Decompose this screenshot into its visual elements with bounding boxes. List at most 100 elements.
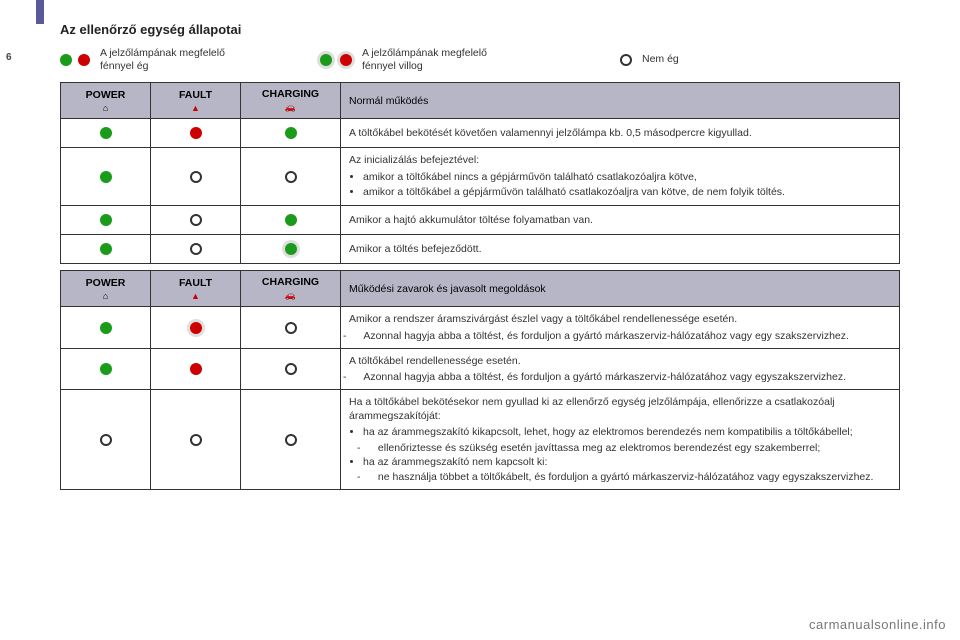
legend-steady-green-dot [60, 54, 72, 66]
th-fault: FAULT ▲ [151, 83, 241, 119]
th-power-label: POWER [86, 277, 126, 289]
table-row: Az inicializálás befejeztével: amikor a t… [61, 148, 900, 206]
status-cell [241, 348, 341, 389]
status-cell [151, 348, 241, 389]
description-cell: Amikor a töltés befejeződött. [341, 235, 900, 264]
desc-text: Amikor a töltés befejeződött. [349, 243, 482, 255]
status-cell [241, 307, 341, 348]
page-content: Az ellenőrző egység állapotai A jelzőlám… [0, 0, 960, 490]
status-cell [151, 119, 241, 148]
status-cell [61, 348, 151, 389]
house-icon: ⌂ [69, 103, 142, 113]
status-cell [61, 307, 151, 348]
desc-text: Amikor a rendszer áramszivárgást észlel … [349, 313, 737, 325]
desc-bullet-item: amikor a töltőkábel nincs a gépjárművön … [363, 170, 891, 184]
desc-text: A töltőkábel bekötését követően valamenn… [349, 127, 752, 139]
th-fault-label: FAULT [179, 89, 212, 101]
th-desc: Normál működés [341, 83, 900, 119]
steady-green-indicator [100, 322, 112, 334]
legend-off-ring [620, 54, 632, 66]
steady-green-indicator [100, 127, 112, 139]
desc-dash-item: - Azonnal hagyja abba a töltést, és ford… [349, 329, 891, 343]
desc-dash-item: - ellenőriztesse és szükség esetén javít… [363, 441, 891, 455]
desc-bullet-item: ha az árammegszakító nem kapcsolt ki: [363, 455, 891, 469]
legend-steady: A jelzőlámpának megfelelő fénnyel ég [60, 47, 320, 72]
legend-steady-text: A jelzőlámpának megfelelő fénnyel ég [100, 47, 225, 72]
desc-bullet-item: amikor a töltőkábel a gépjárművön találh… [363, 185, 891, 199]
description-cell: Ha a töltőkábel bekötésekor nem gyullad … [341, 390, 900, 490]
off-indicator [190, 214, 202, 226]
status-cell [61, 148, 151, 206]
desc-text: Az inicializálás befejeztével: [349, 154, 479, 166]
off-indicator [190, 243, 202, 255]
th-charging-label: CHARGING [262, 88, 319, 100]
legend-blink-text: A jelzőlámpának megfelelő fénnyel villog [362, 47, 487, 72]
steady-green-indicator [100, 243, 112, 255]
car-icon: 🚗 [249, 102, 332, 113]
warning-icon: ▲ [159, 291, 232, 301]
table-header-row: POWER ⌂ FAULT ▲ CHARGING 🚗 Működési zava… [61, 271, 900, 307]
description-cell: A töltőkábel bekötését követően valamenn… [341, 119, 900, 148]
page-title: Az ellenőrző egység állapotai [60, 22, 900, 37]
off-indicator [285, 434, 297, 446]
off-indicator [285, 322, 297, 334]
th-fault-label: FAULT [179, 277, 212, 289]
desc-dash-item: - ne használja többet a töltőkábelt, és … [363, 470, 891, 484]
steady-red-indicator [190, 127, 202, 139]
status-cell [61, 205, 151, 234]
status-cell [151, 307, 241, 348]
fault-table: POWER ⌂ FAULT ▲ CHARGING 🚗 Működési zava… [60, 270, 900, 490]
table-row: A töltőkábel rendellenessége esetén.- Az… [61, 348, 900, 389]
page-number: 6 [6, 52, 12, 63]
th-charging: CHARGING 🚗 [241, 271, 341, 307]
status-cell [61, 235, 151, 264]
footer-url: carmanualsonline.info [809, 617, 946, 632]
legend-steady-red-dot [78, 54, 90, 66]
desc-bullet-list: amikor a töltőkábel nincs a gépjárművön … [363, 170, 891, 199]
desc-bullet-list: ha az árammegszakító kikapcsolt, lehet, … [363, 425, 891, 484]
table-row: A töltőkábel bekötését követően valamenn… [61, 119, 900, 148]
status-cell [151, 148, 241, 206]
th-power: POWER ⌂ [61, 271, 151, 307]
legend-row: A jelzőlámpának megfelelő fénnyel ég A j… [60, 47, 900, 72]
status-cell [61, 390, 151, 490]
car-icon: 🚗 [249, 290, 332, 301]
status-cell [61, 119, 151, 148]
th-power: POWER ⌂ [61, 83, 151, 119]
table-header-row: POWER ⌂ FAULT ▲ CHARGING 🚗 Normál működé… [61, 83, 900, 119]
desc-text: Ha a töltőkábel bekötésekor nem gyullad … [349, 396, 835, 422]
warning-icon: ▲ [159, 103, 232, 113]
steady-green-indicator [100, 363, 112, 375]
blink-red-indicator [190, 322, 202, 334]
status-cell [241, 205, 341, 234]
status-cell [151, 390, 241, 490]
legend-off-text: Nem ég [642, 53, 679, 66]
steady-green-indicator [100, 214, 112, 226]
desc-text: A töltőkábel rendellenessége esetén. [349, 355, 521, 367]
status-cell [241, 148, 341, 206]
steady-red-indicator [190, 363, 202, 375]
table-row: Ha a töltőkábel bekötésekor nem gyullad … [61, 390, 900, 490]
status-cell [241, 235, 341, 264]
steady-green-indicator [100, 171, 112, 183]
off-indicator [285, 363, 297, 375]
status-cell [151, 235, 241, 264]
table-row: Amikor a hajtó akkumulátor töltése folya… [61, 205, 900, 234]
side-tab [36, 0, 44, 24]
description-cell: A töltőkábel rendellenessége esetén.- Az… [341, 348, 900, 389]
house-icon: ⌂ [69, 291, 142, 301]
steady-green-indicator [285, 127, 297, 139]
table-row: Amikor a töltés befejeződött. [61, 235, 900, 264]
th-charging: CHARGING 🚗 [241, 83, 341, 119]
status-cell [241, 119, 341, 148]
table-row: Amikor a rendszer áramszivárgást észlel … [61, 307, 900, 348]
description-cell: Az inicializálás befejeztével: amikor a t… [341, 148, 900, 206]
th-fault: FAULT ▲ [151, 271, 241, 307]
th-charging-label: CHARGING [262, 276, 319, 288]
blink-green-indicator [285, 243, 297, 255]
description-cell: Amikor a rendszer áramszivárgást észlel … [341, 307, 900, 348]
off-indicator [100, 434, 112, 446]
desc-bullet-item: ha az árammegszakító kikapcsolt, lehet, … [363, 425, 891, 439]
off-indicator [285, 171, 297, 183]
status-cell [151, 205, 241, 234]
